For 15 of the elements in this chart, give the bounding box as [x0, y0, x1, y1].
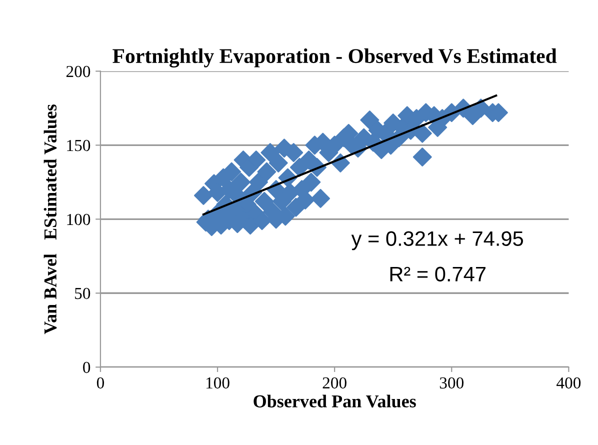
y-tick-label: 0	[83, 362, 90, 374]
x-tick-label: 400	[556, 377, 581, 389]
y-tick-label: 100	[67, 214, 90, 226]
x-tick-label: 300	[440, 377, 464, 389]
x-tick-label: 200	[322, 377, 346, 389]
y-axis-title: Van BAvel EStimated Values	[44, 104, 57, 334]
y-tick-label: 50	[75, 288, 90, 300]
y-tick-label: 200	[66, 66, 90, 78]
annotation: y = 0.321x + 74.95	[351, 231, 524, 250]
x-tick-label: 0	[96, 377, 104, 389]
chart-title: Fortnightly Evaporation - Observed Vs Estimated	[112, 48, 557, 68]
y-tick-label: 150	[67, 140, 90, 152]
x-axis-title: Observed Pan Values	[254, 394, 416, 408]
x-tick-label: 100	[206, 377, 230, 389]
annotation: R² = 0.747	[390, 266, 486, 282]
